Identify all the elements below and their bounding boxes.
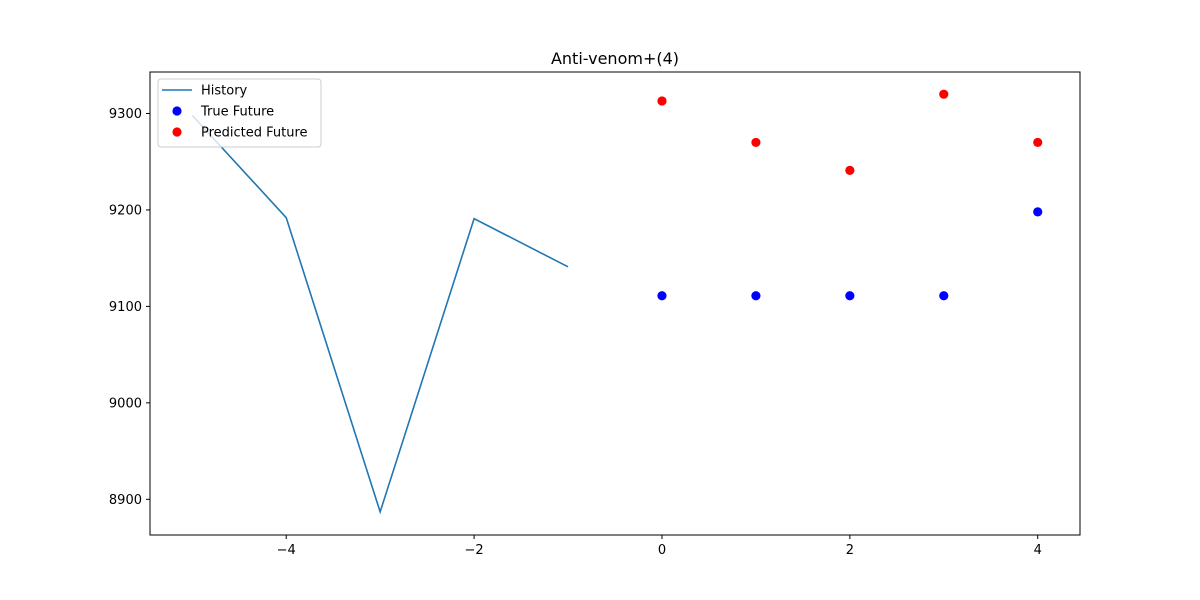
point-true-future	[657, 291, 667, 301]
y-tick-label: 9300	[109, 107, 142, 122]
plot-area	[191, 89, 1043, 515]
y-tick-label: 9100	[109, 300, 142, 315]
legend-label-predicted-future: Predicted Future	[201, 126, 308, 141]
point-true-future	[751, 291, 761, 301]
legend-label-history: History	[201, 84, 248, 99]
axes-frame	[149, 71, 1081, 536]
x-tick-label: −2	[465, 543, 484, 558]
y-tick-label: 9200	[109, 203, 142, 218]
series-line-history	[191, 114, 569, 515]
x-tick-label: −4	[277, 543, 296, 558]
point-true-future	[845, 291, 855, 301]
y-tick-label: 8900	[109, 493, 142, 508]
point-predicted-future	[751, 137, 761, 148]
x-tick-label: 2	[846, 543, 854, 558]
x-tick-label: 4	[1034, 543, 1042, 558]
y-tick-label: 9000	[109, 396, 142, 411]
legend-swatch-true-future	[172, 106, 182, 116]
legend-label-true-future: True Future	[200, 105, 274, 120]
point-true-future	[939, 291, 949, 301]
legend: History True Future Predicted Future	[157, 78, 322, 148]
point-predicted-future	[657, 96, 667, 106]
legend-box	[157, 78, 322, 148]
point-true-future	[1033, 207, 1043, 217]
axis-ticks: −4 −2 0 2 4 8900 9000 9100 9200 9300	[109, 107, 1042, 558]
point-predicted-future	[1033, 137, 1043, 148]
point-predicted-future	[845, 165, 855, 175]
legend-swatch-predicted-future	[172, 127, 182, 137]
x-tick-label: 0	[658, 543, 666, 558]
chart-title: Anti-venom+(4)	[551, 49, 679, 68]
point-predicted-future	[939, 89, 949, 99]
